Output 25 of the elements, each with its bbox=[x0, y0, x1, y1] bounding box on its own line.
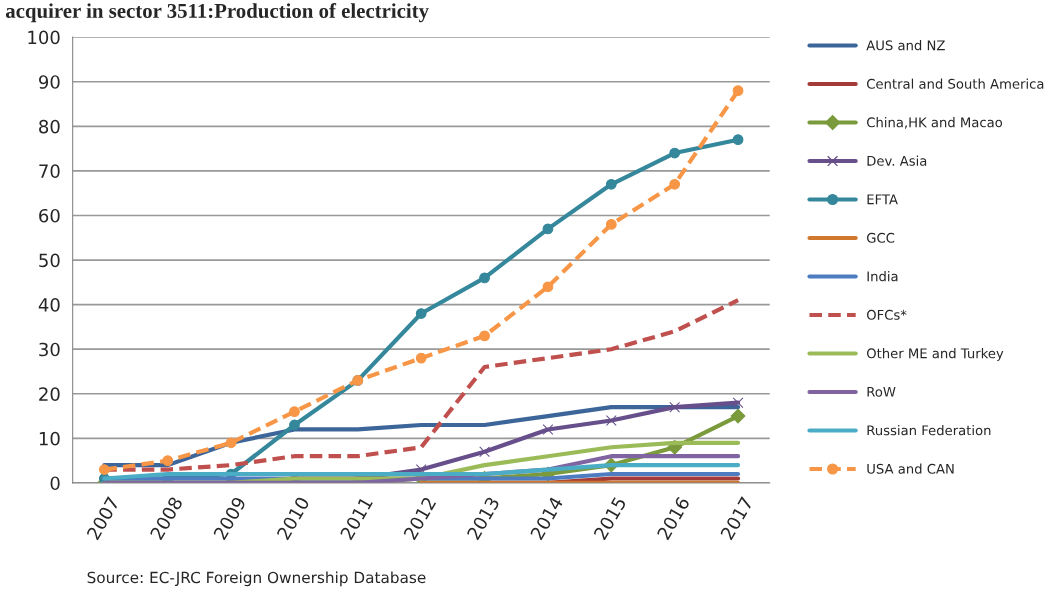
legend-label: USA and CAN bbox=[867, 463, 954, 474]
chart-title: acquirer in sector 3511:Production of electricity bbox=[5, 3, 429, 23]
y-tick-label: 10 bbox=[39, 431, 60, 446]
legend-label: India bbox=[867, 271, 898, 282]
y-tick-label: 20 bbox=[39, 387, 60, 401]
y-tick-label: 50 bbox=[39, 253, 60, 268]
y-tick-label: 80 bbox=[39, 119, 60, 134]
y-tick-label: 40 bbox=[38, 298, 60, 312]
legend-label: OFCs* bbox=[866, 309, 907, 320]
legend-label: Other ME and Turkey bbox=[866, 348, 1004, 361]
y-tick-label: 30 bbox=[39, 342, 60, 357]
y-tick-label: 100 bbox=[28, 30, 60, 45]
y-tick-label: 70 bbox=[39, 164, 60, 178]
legend-label: EFTA bbox=[867, 194, 898, 205]
legend-label: Russian Federation bbox=[867, 425, 991, 436]
legend-label: China,HK and Macao bbox=[866, 117, 1003, 129]
y-tick-label: 90 bbox=[39, 75, 60, 89]
legend-label: Dev. Asia bbox=[867, 155, 927, 166]
legend-label: RoW bbox=[867, 387, 896, 397]
legend-label: GCC bbox=[866, 232, 895, 243]
source-note: Source: EC-JRC Foreign Ownership Database bbox=[87, 571, 426, 587]
y-tick-label: 60 bbox=[39, 208, 60, 223]
legend-label: AUS and NZ bbox=[866, 40, 945, 51]
legend-label: Central and South America bbox=[866, 78, 1044, 89]
y-tick-label: 0 bbox=[50, 476, 60, 491]
